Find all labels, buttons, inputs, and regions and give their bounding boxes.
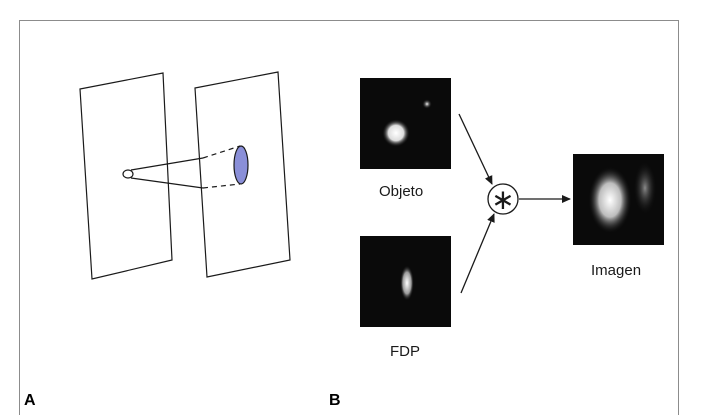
- arrow-object-to-operator: [458, 113, 493, 185]
- projection-dash-upper: [202, 145, 241, 159]
- convolution-operator-symbol: ∗: [491, 183, 514, 216]
- object-label: Objeto: [379, 183, 424, 200]
- object-image: [360, 78, 451, 169]
- projection-dash-lower: [202, 183, 241, 189]
- arrow-psf-to-operator: [460, 213, 495, 294]
- panel-label-a: A: [24, 392, 36, 409]
- point-source: [122, 169, 134, 179]
- right-plane: [194, 71, 291, 278]
- panel-label-b: B: [329, 392, 341, 409]
- image-label: Imagen: [591, 262, 642, 279]
- figure-frame: [19, 20, 679, 415]
- convolution-operator-circle: [487, 183, 519, 215]
- result-image: [573, 154, 664, 245]
- left-plane: [79, 72, 173, 280]
- projection-line-upper: [130, 157, 204, 171]
- psf-label: FDP: [390, 343, 420, 360]
- projected-ellipse: [233, 145, 249, 185]
- psf-image: [360, 236, 451, 327]
- projection-line-lower: [130, 177, 204, 189]
